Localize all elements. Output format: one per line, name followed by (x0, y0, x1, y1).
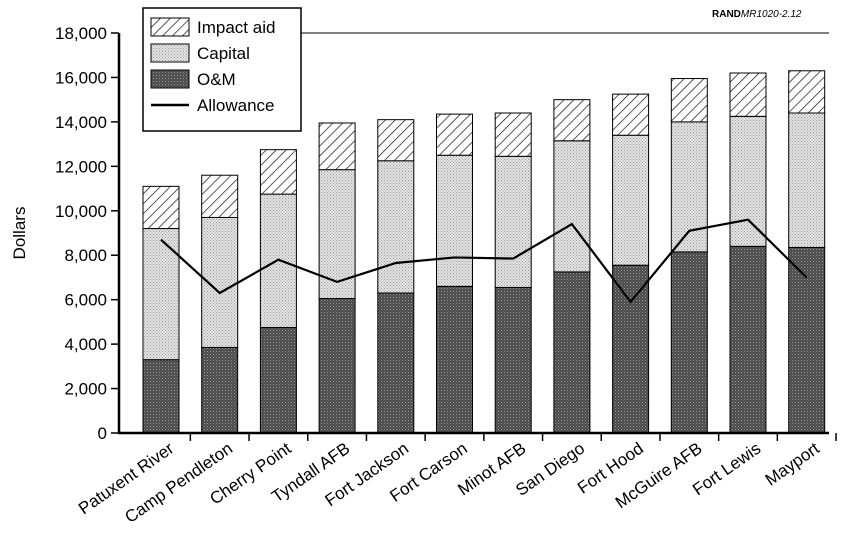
x-category-label-0: Patuxent River (75, 439, 178, 519)
bar-o-m-11 (788, 246, 826, 434)
bar-capital-0 (142, 228, 180, 361)
legend-swatch-capital (150, 43, 190, 63)
bar-impact-aid-3 (318, 122, 356, 171)
line-allowance (160, 218, 808, 304)
bar-o-m-2 (259, 326, 297, 434)
legend-swatch-impact-aid (150, 17, 190, 37)
bar-o-m-7 (553, 271, 591, 434)
y-tick-label-9: 18,000 (55, 24, 107, 43)
bar-o-m-8 (612, 264, 650, 434)
bar-o-m-5 (436, 285, 473, 434)
bar-o-m-9 (670, 251, 708, 434)
source-doc: MR1020-2.12 (741, 9, 802, 20)
legend-swatch-o-m (150, 69, 190, 89)
bar-o-m-0 (142, 359, 180, 434)
plot-area: 0 2,000 4,000 6,000 8,000 10,000 12,000 14,000 1… (55, 7, 837, 527)
y-tick-label-3: 6,000 (64, 291, 107, 310)
bar-impact-aid-7 (553, 99, 591, 142)
bar-capital-6 (494, 155, 532, 288)
bar-impact-aid-5 (436, 113, 473, 156)
x-category-label-1: Camp Pendleton (121, 439, 236, 527)
bar-impact-aid-2 (259, 149, 297, 195)
bar-impact-aid-0 (142, 185, 180, 230)
bar-o-m-1 (201, 346, 239, 434)
bar-capital-8 (612, 134, 650, 266)
bar-impact-aid-9 (670, 78, 708, 123)
y-tick-label-5: 10,000 (55, 202, 107, 221)
y-tick-label-7: 14,000 (55, 113, 107, 132)
bar-impact-aid-1 (201, 174, 239, 218)
bar-capital-5 (436, 154, 473, 287)
bar-o-m-4 (377, 292, 415, 434)
y-tick-label-1: 2,000 (64, 380, 107, 399)
bar-o-m-3 (318, 298, 356, 434)
x-category-label-11: Mayport (762, 439, 823, 490)
bar-capital-4 (377, 160, 415, 294)
bar-impact-aid-6 (494, 112, 532, 157)
bar-impact-aid-8 (612, 93, 650, 136)
source-org: RAND (712, 9, 741, 20)
bar-impact-aid-11 (788, 70, 826, 114)
bar-capital-3 (318, 169, 356, 300)
source-note: RANDMR1020-2.12 (712, 9, 802, 20)
bar-capital-7 (553, 140, 591, 273)
bar-impact-aid-10 (729, 72, 767, 117)
bar-capital-10 (729, 115, 767, 247)
y-tick-label-8: 16,000 (55, 68, 107, 87)
y-tick-label-2: 4,000 (64, 335, 107, 354)
bar-impact-aid-4 (377, 119, 415, 162)
legend-label-capital: Capital (197, 44, 250, 63)
y-axis-label: Dollars (10, 207, 29, 260)
bar-capital-11 (788, 112, 826, 248)
y-tick-label-6: 12,000 (55, 157, 107, 176)
y-tick-label-4: 8,000 (64, 246, 107, 265)
bar-o-m-6 (494, 286, 532, 434)
legend-label-impact-aid: Impact aid (197, 18, 275, 37)
bar-o-m-10 (729, 245, 767, 434)
y-tick-label-0: 0 (98, 424, 107, 443)
legend-label-o-m: O&M (197, 70, 236, 89)
legend-label-allowance: Allowance (197, 96, 275, 115)
